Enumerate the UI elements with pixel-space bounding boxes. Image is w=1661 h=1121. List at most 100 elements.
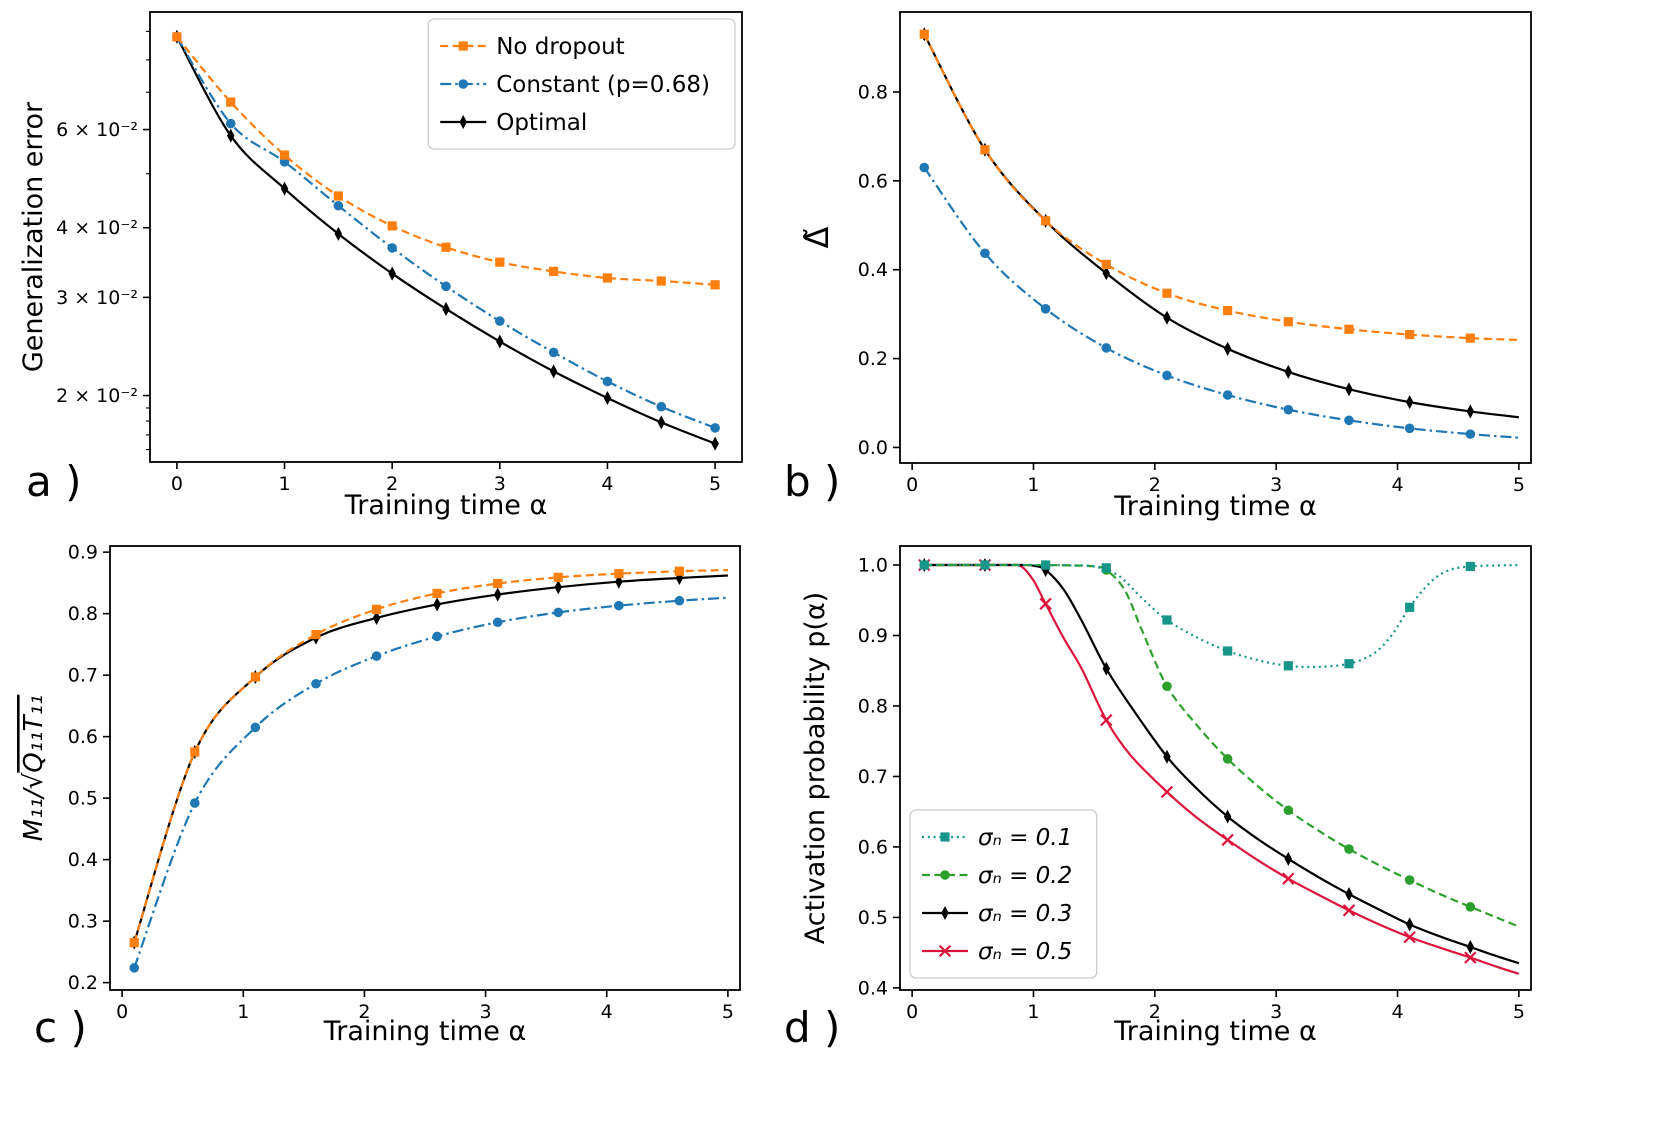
chart-d-canvas: 0 1 2 3 4 5 0.4 0.5 0.6 0.7 0.8 0.9 1.0 Training time…: [784, 545, 1532, 1052]
svg-text:0.3: 0.3: [68, 911, 98, 933]
series-markers-constant-p-0-68: [129, 595, 685, 973]
svg-text:2: 2: [1149, 1001, 1161, 1023]
series-line-optimal: [133, 574, 728, 943]
y-axis-label: Δ̃: [798, 226, 836, 248]
svg-text:2: 2: [358, 1001, 370, 1023]
y-axis-label: Generalization error: [18, 101, 49, 372]
svg-text:0.2: 0.2: [68, 972, 98, 994]
series-group: [919, 27, 1519, 439]
y-ticks: 0.0 0.2 0.4 0.6 0.8: [858, 81, 900, 459]
series-markers-optimal: [920, 27, 1475, 419]
chart-b-delta-tilde: 0 1 2 3 4 5 0.0 0.2 0.4 0.6 0.8 Training time α Δ̃ b …: [780, 0, 1661, 530]
svg-text:0.6: 0.6: [858, 170, 888, 192]
svg-text:3 × 10⁻²: 3 × 10⁻²: [56, 287, 138, 309]
svg-text:5: 5: [1513, 474, 1525, 496]
chart-c-canvas: 0 1 2 3 4 5 0.2 0.3 0.4 0.5 0.6 0.7 0.8 0.9 Training t…: [19, 542, 741, 1052]
chart-a-canvas: 0 1 2 3 4 5 2 × 10⁻² 3 × 10⁻² 4 × 10⁻² 6 × 10⁻² Tr…: [18, 11, 743, 521]
series-line-optimal: [175, 36, 716, 445]
svg-text:0.8: 0.8: [858, 81, 888, 103]
x-axis-label: Training time α: [1113, 1016, 1317, 1047]
series-line-constant-p-0-68: [923, 166, 1519, 439]
chart-a-generalization-error: 0 1 2 3 4 5 2 × 10⁻² 3 × 10⁻² 4 × 10⁻² 6 × 10⁻² Tr…: [0, 0, 830, 530]
svg-text:0: 0: [171, 473, 183, 495]
svg-text:1: 1: [1027, 474, 1039, 496]
x-axis-label: Training time α: [323, 1016, 527, 1047]
svg-text:2 × 10⁻²: 2 × 10⁻²: [56, 385, 138, 407]
svg-text:4: 4: [1391, 474, 1403, 496]
svg-text:4: 4: [601, 1001, 613, 1023]
svg-text:0: 0: [906, 1001, 918, 1023]
series-line-optimal: [923, 33, 1519, 419]
legend: No dropout Constant (p=0.68) Optimal: [427, 18, 736, 150]
svg-text:3: 3: [1270, 1001, 1282, 1023]
svg-text:3: 3: [1270, 474, 1282, 496]
svg-text:1.0: 1.0: [858, 555, 888, 577]
svg-text:0.8: 0.8: [858, 695, 888, 717]
svg-text:4 × 10⁻²: 4 × 10⁻²: [56, 217, 138, 239]
plot-area: [899, 11, 1532, 464]
svg-text:3: 3: [494, 473, 506, 495]
svg-text:1: 1: [278, 473, 290, 495]
chart-b-canvas: 0 1 2 3 4 5 0.0 0.2 0.4 0.6 0.8 Training time α Δ̃ b …: [784, 11, 1532, 522]
svg-text:5: 5: [722, 1001, 734, 1023]
y-ticks: 2 × 10⁻² 3 × 10⁻² 4 × 10⁻² 6 × 10⁻²: [56, 30, 150, 451]
chart-c-teacher-student-overlap: 0 1 2 3 4 5 0.2 0.3 0.4 0.5 0.6 0.7 0.8 0.9 Training t…: [0, 530, 830, 1121]
svg-text:0.8: 0.8: [68, 603, 98, 625]
x-axis-label: Training time α: [344, 490, 548, 521]
legend-label: No dropout: [496, 34, 624, 60]
svg-text:0.2: 0.2: [858, 348, 888, 370]
legend-label: σₙ = 0.1: [978, 825, 1072, 851]
svg-text:2: 2: [1149, 474, 1161, 496]
series-group: [918, 558, 1520, 975]
svg-text:0.4: 0.4: [858, 977, 888, 999]
svg-text:1: 1: [1027, 1001, 1039, 1023]
x-ticks: 0 1 2 3 4 5: [906, 990, 1525, 1023]
x-ticks: 0 1 2 3 4 5: [116, 990, 734, 1023]
x-axis-label: Training time α: [1113, 491, 1317, 522]
svg-text:0.4: 0.4: [858, 259, 888, 281]
legend-label: σₙ = 0.2: [978, 863, 1072, 889]
svg-text:0.9: 0.9: [68, 542, 98, 564]
svg-text:5: 5: [1513, 1001, 1525, 1023]
x-ticks: 0 1 2 3 4 5: [906, 463, 1525, 496]
y-axis-label: M₁₁/√Q₁₁T₁₁: [19, 695, 49, 842]
chart-d-activation-probability: 0 1 2 3 4 5 0.4 0.5 0.6 0.7 0.8 0.9 1.0 Training time…: [780, 530, 1661, 1121]
svg-text:0: 0: [116, 1001, 128, 1023]
svg-text:0.0: 0.0: [858, 437, 888, 459]
svg-text:0.4: 0.4: [68, 849, 98, 871]
series-line-0-1: [924, 563, 1519, 669]
y-axis-label: Activation probability p(α): [800, 592, 831, 944]
series-line-no-dropout: [176, 36, 716, 286]
series-markers-constant-p-0-68: [919, 162, 1476, 439]
series-line-0-2: [924, 563, 1520, 928]
svg-text:4: 4: [601, 473, 613, 495]
series-line-0-5: [924, 563, 1520, 975]
series-markers-optimal: [173, 29, 719, 451]
series-line-0-3: [924, 563, 1520, 965]
svg-text:4: 4: [1391, 1001, 1403, 1023]
svg-text:6 × 10⁻²: 6 × 10⁻²: [56, 119, 138, 141]
svg-text:2: 2: [386, 473, 398, 495]
panel-label-d: d ): [784, 1003, 840, 1052]
y-ticks: 0.4 0.5 0.6 0.7 0.8 0.9 1.0: [858, 555, 900, 999]
legend-label: Optimal: [496, 110, 587, 136]
svg-text:0.5: 0.5: [68, 788, 98, 810]
series-markers-0-1: [919, 560, 1475, 671]
x-ticks: 0 1 2 3 4 5: [171, 462, 721, 495]
series-markers-no-dropout: [919, 29, 1475, 343]
legend-label: Constant (p=0.68): [496, 72, 710, 98]
plot-area: [109, 545, 741, 991]
legend-label: σₙ = 0.5: [978, 939, 1072, 965]
svg-text:0.6: 0.6: [68, 726, 98, 748]
plot-area: [899, 545, 1532, 991]
legend: σₙ = 0.1 σₙ = 0.2 σₙ = 0.3 σₙ = 0.5: [909, 809, 1098, 979]
series-markers-no-dropout: [129, 566, 685, 948]
series-line-no-dropout: [923, 33, 1519, 342]
svg-text:0.9: 0.9: [858, 625, 888, 647]
svg-text:0.7: 0.7: [68, 665, 98, 687]
series-group: [129, 566, 728, 973]
svg-text:3: 3: [480, 1001, 492, 1023]
svg-text:0: 0: [906, 474, 918, 496]
svg-text:5: 5: [709, 473, 721, 495]
